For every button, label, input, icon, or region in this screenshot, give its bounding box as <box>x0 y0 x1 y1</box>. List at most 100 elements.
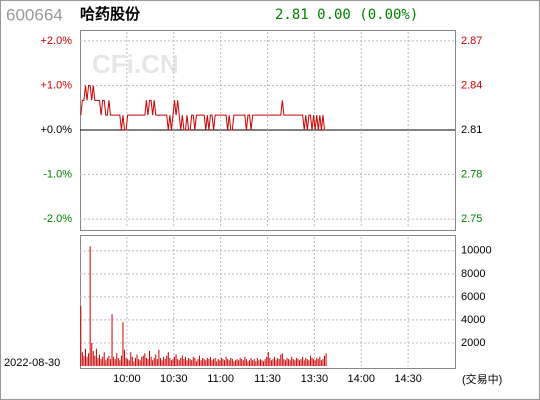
volume-bar <box>216 361 218 366</box>
volume-bar <box>175 354 177 366</box>
volume-bar <box>189 359 191 366</box>
volume-bar <box>186 360 188 366</box>
volume-bar <box>125 357 127 366</box>
x-tick-label: 11:30 <box>254 373 281 385</box>
price-line <box>80 85 327 131</box>
volume-bar <box>252 360 254 366</box>
volume-bar <box>99 354 101 366</box>
volume-bar <box>178 360 180 366</box>
volume-bar <box>159 357 161 366</box>
volume-bar <box>213 359 215 366</box>
volume-bar <box>119 360 121 366</box>
volume-bar <box>150 356 152 366</box>
x-tick-label: 10:00 <box>113 373 141 385</box>
volume-bar <box>230 357 232 366</box>
volume-bar <box>297 359 299 366</box>
volume-bar <box>145 357 147 366</box>
volume-bar <box>163 356 165 366</box>
volume-bar <box>170 360 172 366</box>
volume-bar <box>306 359 308 366</box>
volume-bar <box>155 354 157 366</box>
volume-bar <box>255 361 257 366</box>
volume-bar <box>231 359 233 366</box>
volume-bar <box>253 359 255 366</box>
volume-bar <box>239 357 241 366</box>
volume-bar <box>181 355 183 366</box>
volume-bar <box>227 359 229 366</box>
volume-bar <box>272 359 274 366</box>
stock-code: 600664 <box>6 5 63 24</box>
y2-tick-label: 2.81 <box>461 124 482 136</box>
volume-bar <box>277 357 279 366</box>
volume-bar <box>195 361 197 366</box>
volume-bar <box>153 357 155 366</box>
volume-bar <box>108 355 110 366</box>
volume-bar <box>94 355 96 366</box>
volume-bar <box>314 360 316 366</box>
volume-bar <box>147 359 149 366</box>
volume-bar <box>286 357 288 366</box>
stock-name: 哈药股份 <box>80 5 141 23</box>
y-tick-label: 8000 <box>461 268 485 280</box>
volume-bar <box>133 361 135 366</box>
volume-bar <box>84 348 86 366</box>
volume-bar <box>152 360 154 366</box>
volume-bar <box>291 356 293 366</box>
volume-bar <box>80 306 82 366</box>
volume-bar <box>188 357 190 366</box>
volume-bar <box>199 355 201 366</box>
volume-bar <box>317 359 319 366</box>
volume-bar <box>202 357 204 366</box>
y-tick-label: +2.0% <box>41 35 73 47</box>
volume-bar <box>288 359 290 366</box>
volume-bar <box>92 351 94 366</box>
y-tick-label: +0.0% <box>41 124 73 136</box>
volume-bar <box>113 356 115 366</box>
volume-bar <box>269 357 271 366</box>
y-tick-label: 6000 <box>461 291 485 303</box>
volume-bar <box>134 357 136 366</box>
volume-bar <box>283 359 285 366</box>
volume-bar <box>250 357 252 366</box>
volume-bar <box>86 356 88 366</box>
volume-bar <box>308 360 310 366</box>
volume-bar <box>180 357 182 366</box>
volume-bar <box>166 355 168 366</box>
volume-bar <box>200 360 202 366</box>
volume-bar <box>81 352 83 366</box>
y-tick-label: -2.0% <box>43 213 72 225</box>
volume-bar <box>263 361 265 366</box>
x-tick-label: 14:00 <box>347 373 375 385</box>
x-tick-label: 11:00 <box>207 373 234 385</box>
volume-bar <box>141 356 143 366</box>
x-tick-label: 13:30 <box>301 373 329 385</box>
volume-bar <box>130 352 132 366</box>
volume-bar <box>281 353 283 366</box>
volume-bar <box>225 356 227 366</box>
volume-bar <box>117 357 119 366</box>
volume-bar <box>256 357 258 366</box>
stock-quote: 2.81 0.00 (0.00%) <box>275 7 418 23</box>
volume-bar <box>177 359 179 366</box>
volume-bar <box>258 360 260 366</box>
volume-bar <box>319 356 321 366</box>
volume-bar <box>88 353 90 366</box>
volume-bar <box>144 353 146 366</box>
volume-bar <box>238 360 240 366</box>
volume-bar <box>316 357 318 366</box>
volume-bar <box>127 359 129 366</box>
volume-bar <box>233 361 235 366</box>
volume-bar <box>149 351 151 366</box>
volume-bar <box>192 356 194 366</box>
x-tick-label: 10:30 <box>160 373 188 385</box>
volume-bar <box>322 359 324 366</box>
y2-tick-label: 2.78 <box>461 168 482 180</box>
volume-bar <box>83 355 85 366</box>
volume-bar <box>259 359 261 366</box>
volume-bar <box>138 359 140 366</box>
volume-bar <box>294 360 296 366</box>
date-label: 2022-08-30 <box>4 357 60 369</box>
volume-bar <box>128 360 130 366</box>
y2-tick-label: 2.75 <box>461 213 482 225</box>
